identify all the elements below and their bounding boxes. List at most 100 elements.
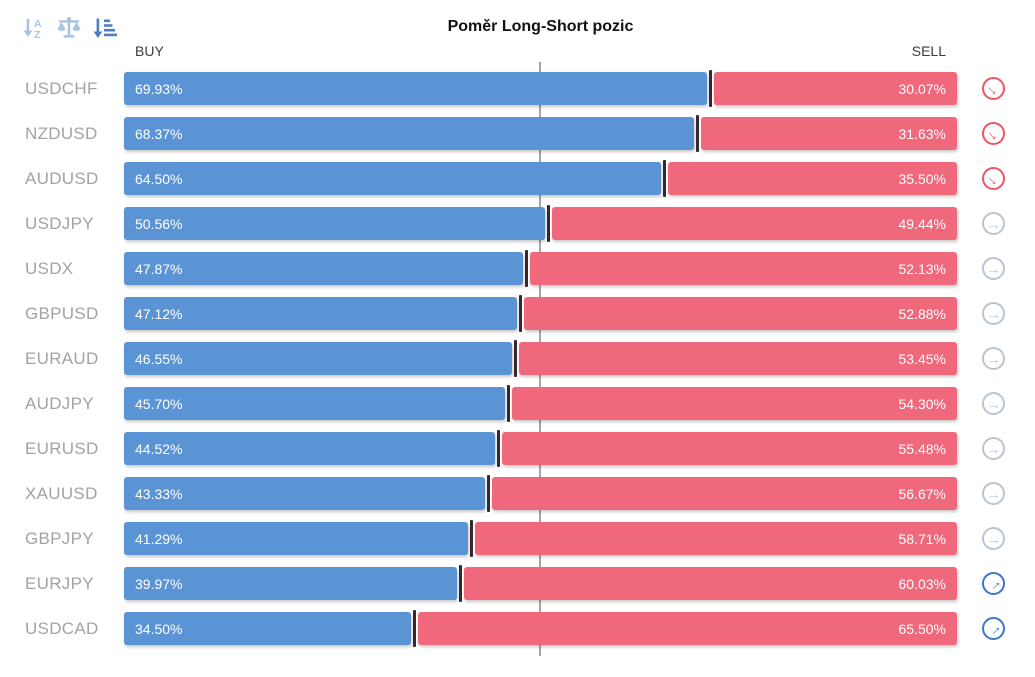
buy-value: 47.12% bbox=[135, 305, 183, 322]
sell-bar: 49.44% bbox=[552, 207, 957, 240]
buy-value: 68.37% bbox=[135, 125, 183, 142]
pair-label: AUDJPY bbox=[25, 393, 94, 413]
sell-value: 30.07% bbox=[898, 80, 946, 97]
sell-bar: 55.48% bbox=[502, 432, 957, 465]
trend-down-icon[interactable]: → bbox=[982, 77, 1005, 100]
buy-bar: 39.97% bbox=[124, 567, 457, 600]
trend-arrow-glyph: → bbox=[986, 215, 1001, 232]
chart-toolbar: A Z bbox=[20, 14, 118, 42]
trend-arrow-glyph: → bbox=[982, 77, 1005, 100]
divider-marker bbox=[470, 520, 473, 557]
pair-label: AUDUSD bbox=[25, 168, 99, 188]
bar-area: 45.70% 54.30% bbox=[124, 385, 957, 422]
svg-text:A: A bbox=[34, 18, 42, 30]
sell-axis-label: SELL bbox=[911, 43, 946, 59]
divider-marker bbox=[507, 385, 510, 422]
pair-label: NZDUSD bbox=[25, 123, 98, 143]
trend-arrow-glyph: → bbox=[982, 122, 1005, 145]
trend-right-icon[interactable]: → bbox=[982, 437, 1005, 460]
bar-area: 47.87% 52.13% bbox=[124, 250, 957, 287]
bar-area: 41.29% 58.71% bbox=[124, 520, 957, 557]
trend-down-icon[interactable]: → bbox=[982, 122, 1005, 145]
chart-row: EURJPY 39.97% 60.03% → bbox=[0, 565, 1035, 602]
buy-bar: 47.87% bbox=[124, 252, 523, 285]
trend-arrow-glyph: → bbox=[986, 260, 1001, 277]
buy-value: 44.52% bbox=[135, 440, 183, 457]
sell-bar: 60.03% bbox=[464, 567, 957, 600]
buy-axis-label: BUY bbox=[135, 43, 164, 59]
trend-right-icon[interactable]: → bbox=[982, 347, 1005, 370]
buy-value: 43.33% bbox=[135, 485, 183, 502]
sell-bar: 53.45% bbox=[519, 342, 957, 375]
chart-row: GBPUSD 47.12% 52.88% → bbox=[0, 295, 1035, 332]
divider-marker bbox=[663, 160, 666, 197]
buy-bar: 68.37% bbox=[124, 117, 694, 150]
sell-bar: 52.13% bbox=[530, 252, 957, 285]
buy-bar: 50.56% bbox=[124, 207, 545, 240]
trend-arrow-glyph: → bbox=[986, 395, 1001, 412]
divider-marker bbox=[519, 295, 522, 332]
bar-area: 64.50% 35.50% bbox=[124, 160, 957, 197]
sell-bar: 35.50% bbox=[668, 162, 957, 195]
sell-value: 58.71% bbox=[898, 530, 946, 547]
divider-marker bbox=[514, 340, 517, 377]
trend-arrow-glyph: → bbox=[986, 485, 1001, 502]
divider-marker bbox=[497, 430, 500, 467]
chart-row: USDCAD 34.50% 65.50% → bbox=[0, 610, 1035, 647]
chart-rows: USDCHF 69.93% 30.07% → NZDUSD 68.37% bbox=[0, 70, 1035, 657]
pair-label: USDCHF bbox=[25, 78, 98, 98]
chart-row: AUDJPY 45.70% 54.30% → bbox=[0, 385, 1035, 422]
chart-row: USDJPY 50.56% 49.44% → bbox=[0, 205, 1035, 242]
pair-label: GBPUSD bbox=[25, 303, 99, 323]
trend-down-icon[interactable]: → bbox=[982, 167, 1005, 190]
sell-bar: 56.67% bbox=[492, 477, 957, 510]
trend-right-icon[interactable]: → bbox=[982, 302, 1005, 325]
trend-arrow-glyph: → bbox=[986, 440, 1001, 457]
buy-bar: 43.33% bbox=[124, 477, 485, 510]
sell-value: 55.48% bbox=[898, 440, 946, 457]
trend-right-icon[interactable]: → bbox=[982, 482, 1005, 505]
chart-row: NZDUSD 68.37% 31.63% → bbox=[0, 115, 1035, 152]
balance-scale-icon[interactable] bbox=[55, 14, 83, 42]
trend-right-icon[interactable]: → bbox=[982, 212, 1005, 235]
sell-bar: 58.71% bbox=[475, 522, 957, 555]
bar-area: 69.93% 30.07% bbox=[124, 70, 957, 107]
buy-bar: 69.93% bbox=[124, 72, 707, 105]
sell-value: 35.50% bbox=[898, 170, 946, 187]
sell-bar: 31.63% bbox=[701, 117, 957, 150]
chart-row: XAUUSD 43.33% 56.67% → bbox=[0, 475, 1035, 512]
trend-right-icon[interactable]: → bbox=[982, 527, 1005, 550]
pair-label: EURUSD bbox=[25, 438, 99, 458]
trend-right-icon[interactable]: → bbox=[982, 392, 1005, 415]
bar-area: 39.97% 60.03% bbox=[124, 565, 957, 602]
chart-row: EURUSD 44.52% 55.48% → bbox=[0, 430, 1035, 467]
pair-label: EURAUD bbox=[25, 348, 99, 368]
buy-bar: 44.52% bbox=[124, 432, 495, 465]
buy-bar: 46.55% bbox=[124, 342, 512, 375]
pair-label: EURJPY bbox=[25, 573, 94, 593]
sell-value: 49.44% bbox=[898, 215, 946, 232]
buy-bar: 47.12% bbox=[124, 297, 517, 330]
sell-bar: 54.30% bbox=[512, 387, 957, 420]
chart-row: USDX 47.87% 52.13% → bbox=[0, 250, 1035, 287]
trend-arrow-glyph: → bbox=[986, 305, 1001, 322]
sell-value: 60.03% bbox=[898, 575, 946, 592]
buy-value: 34.50% bbox=[135, 620, 183, 637]
sell-bar: 30.07% bbox=[714, 72, 957, 105]
buy-value: 39.97% bbox=[135, 575, 183, 592]
buy-value: 50.56% bbox=[135, 215, 183, 232]
pair-label: USDJPY bbox=[25, 213, 94, 233]
sort-alpha-desc-icon[interactable]: A Z bbox=[20, 14, 48, 42]
chart-title: Poměr Long-Short pozic bbox=[447, 18, 634, 35]
trend-up-icon[interactable]: → bbox=[982, 617, 1005, 640]
bar-area: 44.52% 55.48% bbox=[124, 430, 957, 467]
buy-bar: 41.29% bbox=[124, 522, 468, 555]
buy-value: 46.55% bbox=[135, 350, 183, 367]
trend-right-icon[interactable]: → bbox=[982, 257, 1005, 280]
sort-amount-desc-icon[interactable] bbox=[90, 14, 118, 42]
bar-area: 50.56% 49.44% bbox=[124, 205, 957, 242]
divider-marker bbox=[709, 70, 712, 107]
bar-area: 47.12% 52.88% bbox=[124, 295, 957, 332]
trend-up-icon[interactable]: → bbox=[982, 572, 1005, 595]
